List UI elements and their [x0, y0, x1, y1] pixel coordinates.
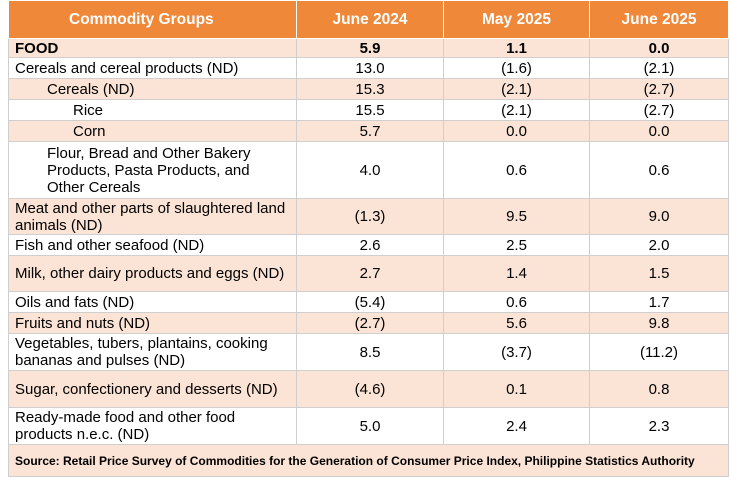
cell-june-2024: 15.5	[296, 99, 444, 121]
row-label: Cereals and cereal products (ND)	[8, 57, 297, 79]
table-row: Corn 5.7 0.0 0.0	[8, 120, 729, 142]
row-label: Flour, Bread and Other Bakery Products, …	[8, 141, 297, 199]
cell-june-2024: (2.7)	[296, 312, 444, 334]
table-row-food: FOOD 5.9 1.1 0.0	[8, 38, 729, 58]
cell-may-2025: (2.1)	[443, 99, 590, 121]
cell-may-2025: 5.6	[443, 312, 590, 334]
table-row: Fish and other seafood (ND) 2.6 2.5 2.0	[8, 234, 729, 256]
cell-june-2025: 2.3	[589, 407, 729, 445]
cell-june-2025: 9.8	[589, 312, 729, 334]
cell-may-2025: 0.1	[443, 370, 590, 408]
cell-may-2025: 9.5	[443, 198, 590, 235]
cell-june-2025: 0.8	[589, 370, 729, 408]
cell-june-2025: 1.5	[589, 255, 729, 292]
cell-may-2025: 2.5	[443, 234, 590, 256]
cell-june-2025: 0.0	[589, 120, 729, 142]
cell-june-2025: 2.0	[589, 234, 729, 256]
row-label: Milk, other dairy products and eggs (ND)	[8, 255, 297, 292]
cell-june-2025: (2.7)	[589, 78, 729, 100]
table-row: Cereals (ND) 15.3 (2.1) (2.7)	[8, 78, 729, 100]
row-label: Vegetables, tubers, plantains, cooking b…	[8, 333, 297, 371]
cell-june-2024: 4.0	[296, 141, 444, 199]
table-row: Rice 15.5 (2.1) (2.7)	[8, 99, 729, 121]
source-note: Source: Retail Price Survey of Commoditi…	[8, 444, 729, 477]
row-label: Cereals (ND)	[8, 78, 297, 100]
table-row: Sugar, confectionery and desserts (ND) (…	[8, 370, 729, 408]
cell-june-2024: 2.7	[296, 255, 444, 292]
cell-june-2025: (2.7)	[589, 99, 729, 121]
cell-june-2024: 8.5	[296, 333, 444, 371]
header-may-2025: May 2025	[443, 0, 590, 39]
cell-may-2025: 0.0	[443, 120, 590, 142]
table-row: Milk, other dairy products and eggs (ND)…	[8, 255, 729, 292]
source-row: Source: Retail Price Survey of Commoditi…	[8, 444, 729, 477]
header-june-2025: June 2025	[589, 0, 729, 39]
table-row: Oils and fats (ND) (5.4) 0.6 1.7	[8, 291, 729, 313]
cell-june-2025: 1.7	[589, 291, 729, 313]
table-row: Cereals and cereal products (ND) 13.0 (1…	[8, 57, 729, 79]
cell-june-2024: 15.3	[296, 78, 444, 100]
table-row: Meat and other parts of slaughtered land…	[8, 198, 729, 235]
cell-june-2024: 2.6	[296, 234, 444, 256]
row-label: Fish and other seafood (ND)	[8, 234, 297, 256]
commodity-inflation-table: Commodity Groups June 2024 May 2025 June…	[8, 0, 729, 477]
cell-may-2025: 0.6	[443, 291, 590, 313]
cell-june-2024: 5.0	[296, 407, 444, 445]
cell-june-2024: (4.6)	[296, 370, 444, 408]
table-row: Vegetables, tubers, plantains, cooking b…	[8, 333, 729, 371]
cell-june-2024: 5.9	[296, 38, 444, 58]
table-row: Fruits and nuts (ND) (2.7) 5.6 9.8	[8, 312, 729, 334]
cell-june-2025: 9.0	[589, 198, 729, 235]
row-label: Oils and fats (ND)	[8, 291, 297, 313]
cell-june-2025: (11.2)	[589, 333, 729, 371]
cell-june-2025: (2.1)	[589, 57, 729, 79]
header-june-2024: June 2024	[296, 0, 444, 39]
cell-may-2025: (1.6)	[443, 57, 590, 79]
cell-june-2024: 13.0	[296, 57, 444, 79]
table-row: Flour, Bread and Other Bakery Products, …	[8, 141, 729, 199]
cell-may-2025: 1.1	[443, 38, 590, 58]
row-label: Sugar, confectionery and desserts (ND)	[8, 370, 297, 408]
header-commodity-groups: Commodity Groups	[8, 0, 297, 39]
row-label: FOOD	[8, 38, 297, 58]
cell-may-2025: 0.6	[443, 141, 590, 199]
cell-june-2024: (5.4)	[296, 291, 444, 313]
row-label: Meat and other parts of slaughtered land…	[8, 198, 297, 235]
cell-june-2024: (1.3)	[296, 198, 444, 235]
table-row: Ready-made food and other food products …	[8, 407, 729, 445]
row-label: Ready-made food and other food products …	[8, 407, 297, 445]
cell-may-2025: (3.7)	[443, 333, 590, 371]
row-label: Fruits and nuts (ND)	[8, 312, 297, 334]
cell-june-2024: 5.7	[296, 120, 444, 142]
cell-may-2025: (2.1)	[443, 78, 590, 100]
cell-june-2025: 0.6	[589, 141, 729, 199]
row-label: Rice	[8, 99, 297, 121]
cell-may-2025: 2.4	[443, 407, 590, 445]
row-label: Corn	[8, 120, 297, 142]
cell-may-2025: 1.4	[443, 255, 590, 292]
header-row: Commodity Groups June 2024 May 2025 June…	[8, 0, 729, 39]
cell-june-2025: 0.0	[589, 38, 729, 58]
